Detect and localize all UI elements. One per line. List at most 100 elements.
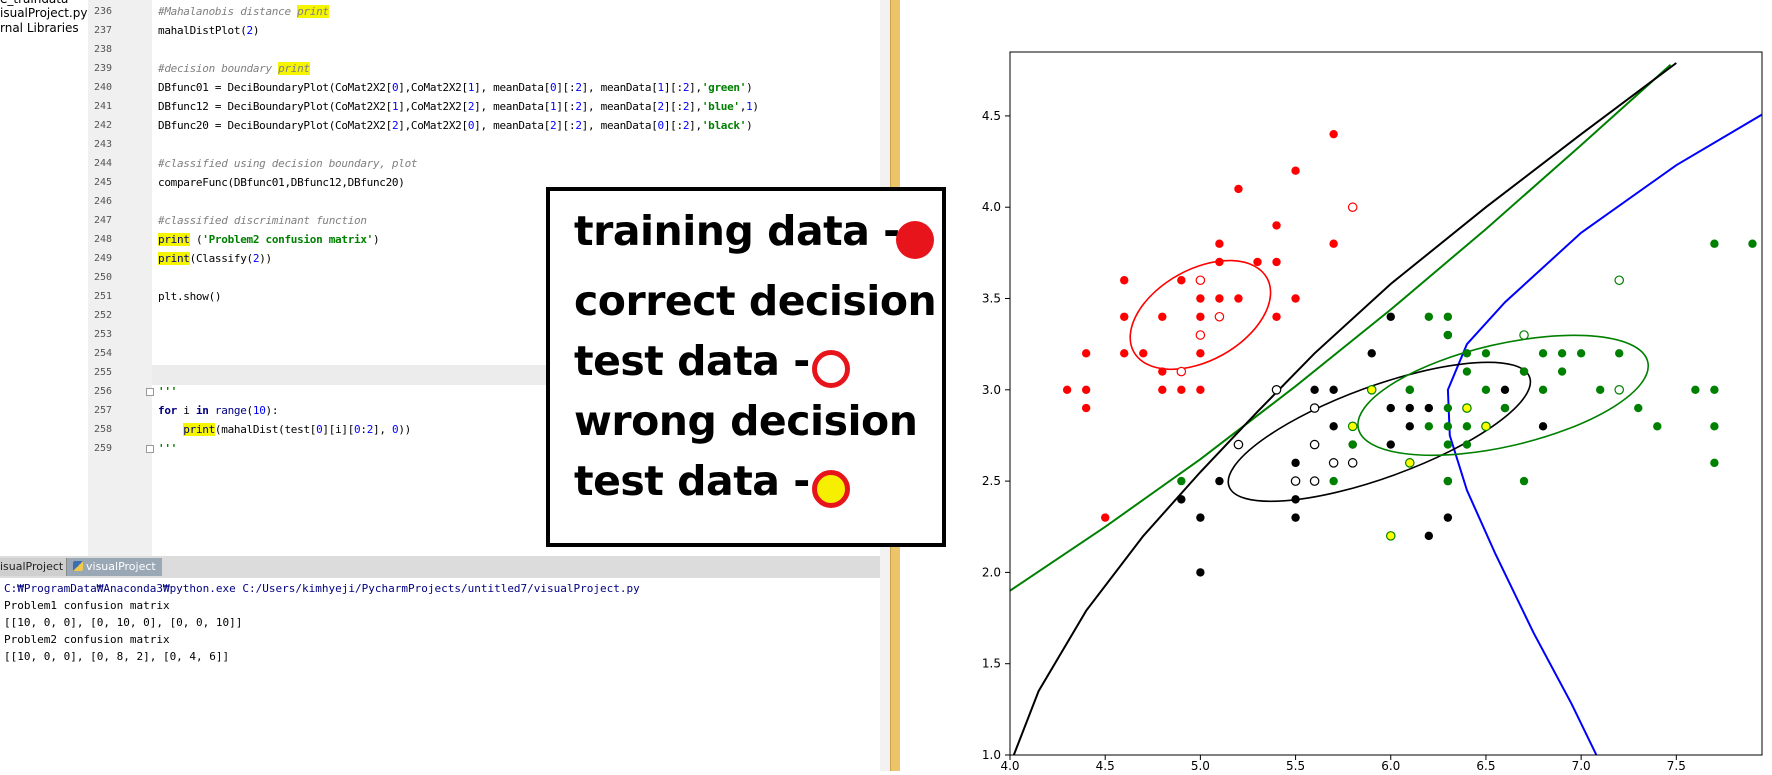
run-tab-label: visualProject bbox=[86, 560, 156, 573]
line-number: 256 bbox=[94, 386, 113, 397]
data-point bbox=[1177, 385, 1186, 395]
code-line[interactable]: DBfunc20 = DeciBoundaryPlot(CoMat2X2[2],… bbox=[158, 119, 753, 132]
project-tree-item[interactable]: rnal Libraries bbox=[0, 21, 79, 35]
fold-marker-icon[interactable] bbox=[146, 388, 154, 396]
mahalanobis-ellipse bbox=[1227, 361, 1532, 503]
data-point bbox=[1366, 385, 1377, 395]
line-number: 247 bbox=[94, 215, 113, 226]
line-number: 244 bbox=[94, 158, 113, 169]
data-point bbox=[1443, 403, 1453, 413]
console-line: C:₩ProgramData₩Anaconda3₩python.exe C:/U… bbox=[4, 582, 640, 595]
data-point bbox=[1519, 367, 1529, 376]
code-line[interactable]: print ('Problem2 confusion matrix') bbox=[158, 233, 380, 246]
data-point bbox=[1462, 403, 1472, 413]
code-line[interactable]: ''' bbox=[158, 385, 177, 398]
data-point bbox=[1309, 439, 1320, 450]
run-tab-active[interactable]: visualProject bbox=[66, 558, 162, 576]
data-point bbox=[1177, 276, 1186, 285]
code-line[interactable]: DBfunc12 = DeciBoundaryPlot(CoMat2X2[1],… bbox=[158, 100, 759, 113]
x-tick-label: 5.0 bbox=[1191, 759, 1210, 771]
code-line[interactable]: #decision boundary print bbox=[158, 62, 310, 75]
data-point bbox=[1291, 513, 1300, 522]
code-line[interactable]: compareFunc(DBfunc01,DBfunc12,DBfunc20) bbox=[158, 176, 405, 189]
data-point bbox=[1196, 568, 1205, 577]
line-number: 251 bbox=[94, 291, 113, 302]
code-line[interactable]: ''' bbox=[158, 442, 177, 455]
data-point bbox=[1177, 476, 1186, 486]
data-point bbox=[1158, 385, 1167, 395]
data-point bbox=[1443, 476, 1453, 486]
line-number: 257 bbox=[94, 405, 113, 416]
data-point bbox=[1424, 422, 1434, 431]
y-tick-label: 2.0 bbox=[982, 565, 1001, 579]
data-point bbox=[1290, 476, 1301, 486]
data-point bbox=[1385, 531, 1396, 541]
fold-marker-icon[interactable] bbox=[146, 445, 154, 453]
run-console[interactable]: C:₩ProgramData₩Anaconda3₩python.exe C:/U… bbox=[0, 578, 880, 771]
data-point bbox=[1272, 312, 1281, 321]
data-point bbox=[1233, 439, 1244, 450]
run-tab-bar: isualProject visualProject bbox=[0, 556, 880, 579]
line-number: 243 bbox=[94, 139, 113, 150]
data-point bbox=[1272, 221, 1281, 230]
legend-line-correct: correct decision bbox=[574, 277, 937, 325]
x-tick-label: 4.0 bbox=[1000, 759, 1019, 771]
legend-line-test-wrong: test data - bbox=[574, 457, 810, 505]
data-point bbox=[1195, 330, 1206, 340]
yellow-dot-icon bbox=[812, 470, 850, 508]
code-line[interactable]: print(mahalDist(test[0][i][0:2], 0)) bbox=[183, 423, 411, 436]
data-point bbox=[1196, 513, 1205, 522]
code-line[interactable]: print(Classify(2)) bbox=[158, 252, 272, 265]
line-number: 238 bbox=[94, 44, 113, 55]
data-point bbox=[1215, 257, 1224, 267]
data-point bbox=[1291, 458, 1300, 468]
data-point bbox=[1272, 257, 1281, 267]
data-point bbox=[1615, 349, 1624, 358]
data-point bbox=[1271, 385, 1282, 395]
data-point bbox=[1538, 349, 1548, 358]
y-tick-label: 3.0 bbox=[982, 383, 1001, 397]
code-line[interactable]: DBfunc01 = DeciBoundaryPlot(CoMat2X2[0],… bbox=[158, 81, 753, 94]
data-point bbox=[1576, 349, 1586, 358]
code-line[interactable]: #classified discriminant function bbox=[158, 214, 367, 227]
data-point bbox=[1404, 458, 1415, 468]
y-tick-label: 1.5 bbox=[982, 657, 1001, 671]
data-point bbox=[1481, 421, 1491, 432]
line-number: 249 bbox=[94, 253, 113, 264]
line-number: 254 bbox=[94, 348, 113, 359]
project-tree-item[interactable]: isualProject.py bbox=[0, 6, 88, 20]
data-point bbox=[1462, 349, 1472, 358]
data-point bbox=[1748, 239, 1757, 248]
line-number: 242 bbox=[94, 120, 113, 131]
line-number: 245 bbox=[94, 177, 113, 188]
data-point bbox=[1291, 166, 1300, 175]
data-point bbox=[1177, 495, 1186, 504]
data-point bbox=[1691, 385, 1700, 395]
plot-area bbox=[1010, 62, 1762, 755]
run-tab[interactable]: isualProject bbox=[0, 558, 70, 576]
data-point bbox=[1196, 385, 1205, 395]
code-line[interactable]: #Mahalanobis distance print bbox=[158, 5, 329, 18]
code-line[interactable]: mahalDistPlot(2) bbox=[158, 24, 260, 37]
project-tree-panel: e_traindata isualProject.py rnal Librari… bbox=[0, 0, 89, 556]
data-point bbox=[1614, 385, 1625, 395]
line-number: 255 bbox=[94, 367, 113, 378]
data-point bbox=[1062, 385, 1072, 395]
data-point bbox=[1538, 385, 1548, 395]
data-point bbox=[1386, 312, 1395, 321]
data-point bbox=[1329, 476, 1338, 486]
data-point bbox=[1424, 403, 1434, 413]
data-point bbox=[1462, 440, 1472, 449]
code-line[interactable]: plt.show() bbox=[158, 290, 222, 303]
data-point bbox=[1405, 385, 1414, 395]
data-point bbox=[1329, 239, 1338, 248]
project-tree-item[interactable]: e_traindata bbox=[0, 0, 68, 6]
data-point bbox=[1234, 294, 1243, 303]
code-line[interactable]: for i in range(10): bbox=[158, 404, 279, 417]
data-point bbox=[1234, 184, 1243, 194]
data-point bbox=[1081, 385, 1091, 395]
code-line[interactable]: #classified using decision boundary, plo… bbox=[158, 157, 418, 170]
data-point bbox=[1405, 403, 1414, 413]
red-filled-dot-icon bbox=[896, 221, 934, 259]
data-point bbox=[1405, 422, 1414, 431]
